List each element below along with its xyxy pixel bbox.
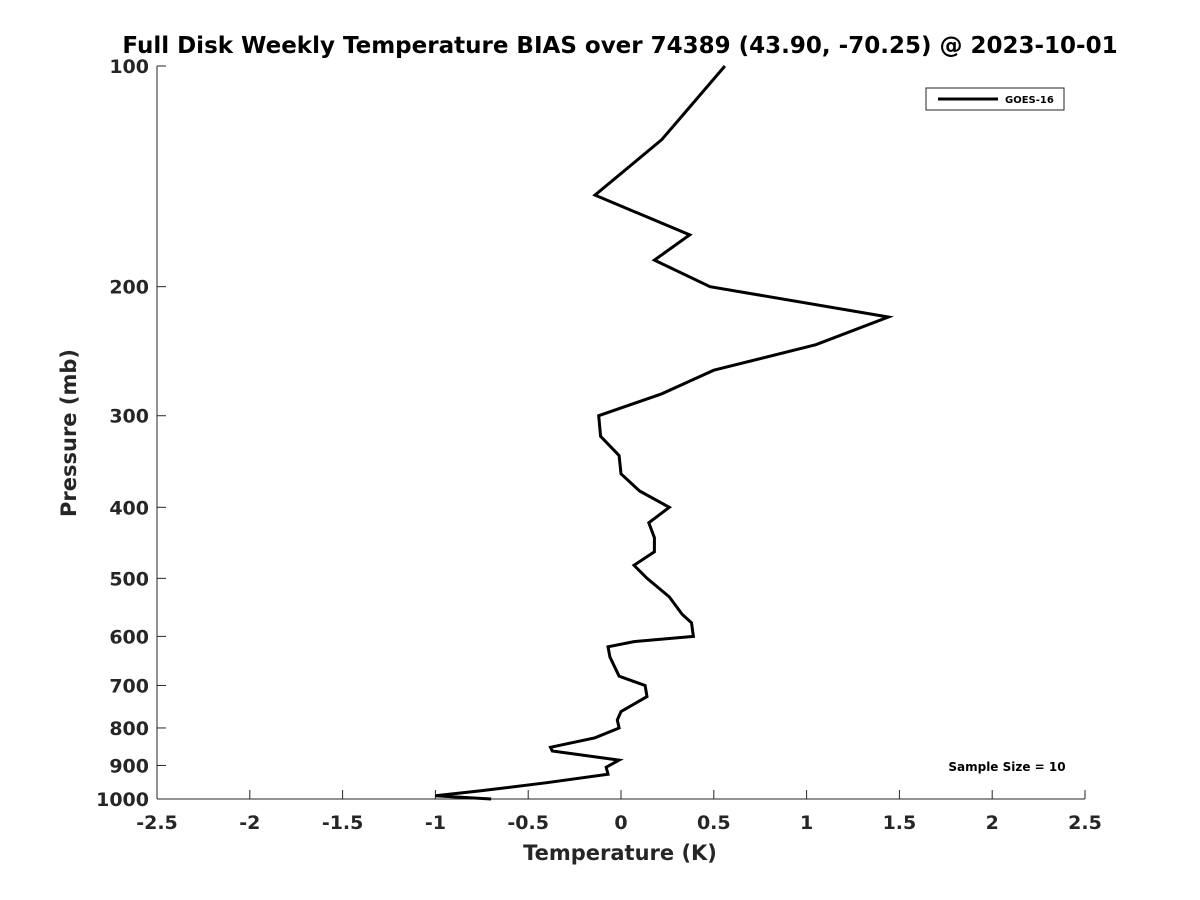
x-tick-label: 0 [614, 812, 627, 834]
x-tick-label: -0.5 [507, 812, 549, 834]
y-tick-label: 600 [109, 626, 149, 648]
y-tick-label: 800 [109, 718, 149, 740]
x-tick-label: 1 [800, 812, 813, 834]
sample-size-annotation: Sample Size = 10 [948, 760, 1065, 774]
y-tick-label: 900 [109, 755, 149, 777]
series-group [435, 65, 894, 801]
y-tick-label: 500 [109, 568, 149, 590]
y-tick-label: 300 [109, 406, 149, 428]
x-tick-label: 2 [986, 812, 999, 834]
x-tick-label: 1.5 [883, 812, 917, 834]
chart-title: Full Disk Weekly Temperature BIAS over 7… [122, 33, 1117, 59]
y-axis-label: Pressure (mb) [57, 349, 81, 517]
axes: -2.5 -2 -1.5 -1 -0.5 0 0.5 1 1.5 2 2.5 100 200 300 400… [96, 56, 1102, 834]
x-tick-label: -2.5 [136, 812, 178, 834]
legend-entry-goes-16: GOES-16 [1005, 95, 1054, 106]
x-axis-label: Temperature (K) [523, 841, 717, 865]
y-tick-label: 200 [109, 277, 149, 299]
x-tick-label: 2.5 [1068, 812, 1102, 834]
y-tick-label: 100 [109, 56, 149, 78]
x-tick-label: -1.5 [322, 812, 364, 834]
series-line-goes-16 [435, 65, 894, 801]
y-tick-label: 1000 [96, 789, 149, 811]
x-tick-label: 0.5 [697, 812, 731, 834]
x-tick-label: -2 [239, 812, 260, 834]
legend: GOES-16 [925, 87, 1065, 111]
y-tick-label: 700 [109, 675, 149, 697]
x-tick-label: -1 [425, 812, 446, 834]
y-tick-label: 400 [109, 497, 149, 519]
